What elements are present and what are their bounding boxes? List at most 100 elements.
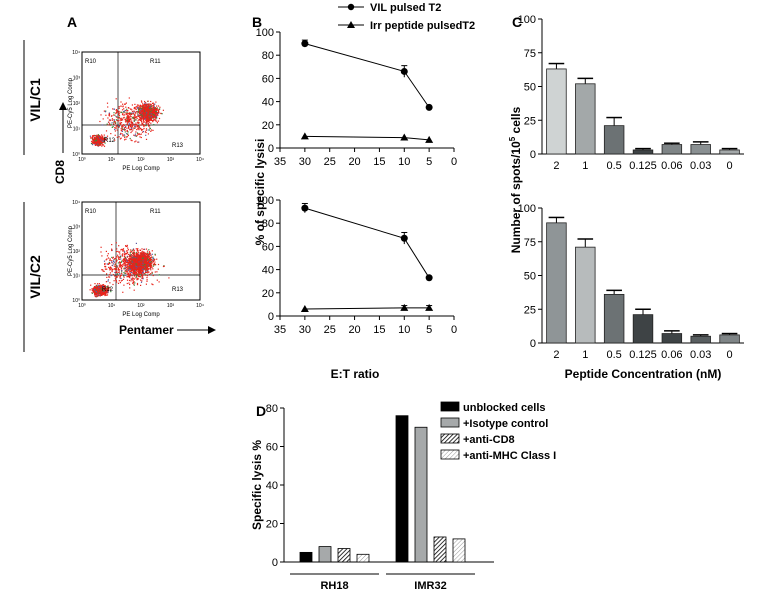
flow-dot (97, 295, 100, 297)
flow-dot (145, 271, 147, 274)
flow-dot (150, 130, 152, 132)
flow-dot (127, 249, 129, 251)
flow-dot (150, 112, 152, 114)
flow-dot (99, 137, 101, 139)
flow-dot (100, 138, 102, 140)
flow-dot (109, 274, 111, 276)
flow-dot (126, 245, 128, 248)
category-label: 1 (582, 349, 588, 361)
flow-dot (128, 264, 130, 266)
flow-dot (126, 276, 128, 278)
flow-dot (119, 256, 121, 258)
flow-dot (132, 270, 134, 272)
flow-dot (146, 121, 148, 123)
flow-dot (122, 250, 125, 252)
flow-dot (144, 118, 146, 120)
flow-dot (124, 131, 126, 133)
flow-dot (96, 137, 98, 139)
flow-dot (96, 134, 98, 136)
flow-dot (143, 113, 145, 115)
flow-dot (140, 281, 143, 283)
flow-dot (124, 139, 126, 141)
flow-dot (129, 116, 131, 118)
flow-dot (115, 280, 117, 282)
flow-dot (151, 112, 153, 114)
flow-dot (138, 108, 140, 110)
flow-dot (124, 110, 126, 112)
flow-dot (139, 271, 141, 273)
flow-dot (127, 266, 129, 268)
flow-dot (122, 134, 124, 136)
flow-dot (113, 265, 115, 267)
flow-dot (130, 113, 133, 116)
d-y-axis-label: Specific lysis % (250, 440, 264, 530)
flow-dot (147, 271, 149, 273)
flow-dot (107, 279, 109, 281)
y-tick-label: 100 (256, 195, 274, 207)
flow-dot (100, 137, 102, 139)
flow-dot (135, 275, 138, 277)
flow-dot (139, 109, 141, 111)
flow-dot (139, 258, 141, 261)
flow-dot (102, 118, 104, 120)
flow-dot (154, 103, 156, 105)
flow-dot (135, 112, 137, 114)
flow-dot (123, 108, 125, 110)
flow-dot (104, 288, 106, 290)
flow-dot (144, 131, 146, 133)
flow-dot (141, 123, 143, 125)
flow-dot (148, 120, 151, 122)
flow-dot (104, 264, 106, 266)
flow-dot (123, 124, 125, 126)
flow-dot (159, 106, 161, 108)
flow-dot (138, 107, 141, 109)
flow-dot (106, 273, 108, 275)
flow-dot (144, 263, 146, 265)
flow-dot (111, 126, 113, 128)
flow-dot (123, 260, 125, 262)
flow-x-tick: 10⁰ (78, 157, 86, 163)
flow-dot (116, 268, 118, 270)
flow-dot (133, 267, 135, 269)
flow-dot (146, 256, 148, 258)
flow-dot (127, 110, 129, 112)
flow-dot (137, 252, 139, 254)
flow-dot (152, 257, 154, 259)
category-label: 0.125 (629, 160, 657, 172)
flow-dot (132, 256, 134, 258)
flow-dot (118, 114, 120, 116)
flow-dot (113, 114, 115, 116)
panel-label-b: B (252, 14, 262, 30)
flow-dot (106, 137, 108, 139)
flow-dot (132, 272, 134, 274)
flow-dot (145, 253, 147, 255)
flow-dot (129, 270, 131, 273)
flow-dot (126, 113, 128, 115)
flow-dot (98, 145, 100, 147)
flow-dot (123, 259, 125, 261)
flow-dot (98, 143, 100, 145)
x-tick-label: 10 (398, 324, 410, 336)
row-label-vil-c2: VIL/C2 (27, 255, 43, 299)
flow-dot (97, 145, 99, 147)
flow-dot (91, 141, 93, 143)
flow-dot (122, 114, 124, 116)
flow-dot (149, 264, 151, 266)
bar-0.125 (632, 149, 654, 155)
flow-dot (156, 113, 158, 115)
flow-dot (141, 118, 143, 120)
flow-dot (93, 141, 95, 143)
flow-dot (119, 277, 121, 279)
flow-dot (154, 263, 156, 266)
flow-dot (134, 259, 136, 261)
flow-dot (117, 282, 120, 284)
flow-dot (135, 266, 138, 268)
flow-dot (132, 259, 134, 261)
flow-x-tick: 10⁴ (196, 157, 204, 163)
flow-dot (118, 117, 120, 119)
flow-dot (131, 259, 133, 261)
category-label: 0.06 (661, 349, 682, 361)
flow-dot (147, 104, 149, 106)
flow-dot (101, 291, 104, 293)
flow-dot (135, 140, 137, 142)
